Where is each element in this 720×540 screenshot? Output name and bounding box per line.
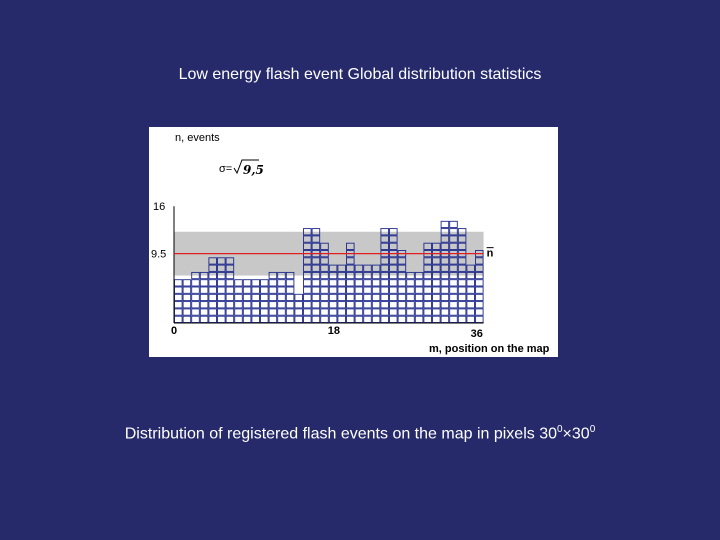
bar [354,264,364,323]
bar [182,279,192,323]
y-tick-label-9-5: 9.5 [151,249,166,261]
mean-label: n [487,248,494,260]
bar [242,279,252,323]
bar [346,242,355,323]
x-axis-label: m, position on the map [429,343,550,355]
bar [260,279,269,323]
bar [363,264,372,323]
x-tick-label-18: 18 [328,325,340,337]
bar [337,264,346,323]
bar [440,220,450,323]
bar [328,264,338,323]
histogram-chart: 16 9.5 n, events 0 18 36 m, position on … [149,127,558,357]
sigma-label: σ= [219,163,232,175]
bar [277,271,286,323]
bar [475,250,484,323]
chart-svg: 16 9.5 n, events 0 18 36 m, position on … [151,132,550,355]
bar [285,271,295,323]
bar [199,271,209,323]
bar [174,279,183,323]
bar [225,257,235,323]
caption-degree-2: 0 [589,424,596,435]
y-axis-label: n, events [175,132,220,144]
bar [397,250,407,323]
x-tick-label-0: 0 [171,325,177,337]
bar [251,279,260,323]
y-tick-label-16: 16 [153,201,165,213]
bar [268,271,278,323]
bar [389,228,398,323]
sigma-annotation: σ= 9,5 [219,159,264,177]
slide-title: Low energy flash event Global distributi… [178,66,542,83]
bar [303,228,312,323]
bar [414,271,424,323]
x-tick-label-36: 36 [471,328,483,340]
bar [466,264,475,323]
caption-text: Distribution of registered flash events … [124,425,557,443]
bar [217,257,226,323]
bar [406,271,415,323]
sigma-value: 9,5 [243,163,264,177]
bars-layer [174,220,484,323]
bar [294,293,303,323]
bar [234,279,243,323]
caption-degree-1: 0 [556,424,563,435]
bar [191,271,200,323]
slide-caption: Distribution of registered flash events … [0,424,720,443]
caption-times: ×30 [562,425,590,443]
sqrt-icon [233,159,259,175]
